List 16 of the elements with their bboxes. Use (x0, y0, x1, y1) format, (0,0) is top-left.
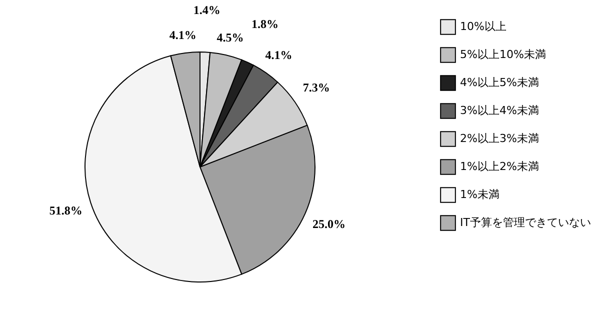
data-label: 7.3% (302, 80, 330, 94)
data-label: 25.0% (312, 216, 346, 231)
legend-label: 3%以上4%未満 (460, 104, 539, 117)
data-label: 4.5% (216, 30, 244, 44)
data-label: 1.4% (193, 3, 220, 18)
data-label: 51.8% (49, 204, 82, 218)
legend-label: 4%以上5%未満 (460, 76, 539, 89)
legend-label: 1%未満 (460, 188, 500, 201)
data-label: 1.8% (252, 17, 279, 32)
legend-label: 1%以上2%未満 (460, 160, 539, 173)
data-label: 4.1% (169, 28, 196, 42)
legend-label: 10%以上 (460, 20, 506, 33)
legend-label: 5%以上10%未満 (460, 48, 546, 61)
data-label: 4.1% (265, 48, 292, 62)
legend-label: IT予算を管理できていない (460, 216, 591, 229)
legend-label: 2%以上3%未満 (460, 132, 539, 145)
